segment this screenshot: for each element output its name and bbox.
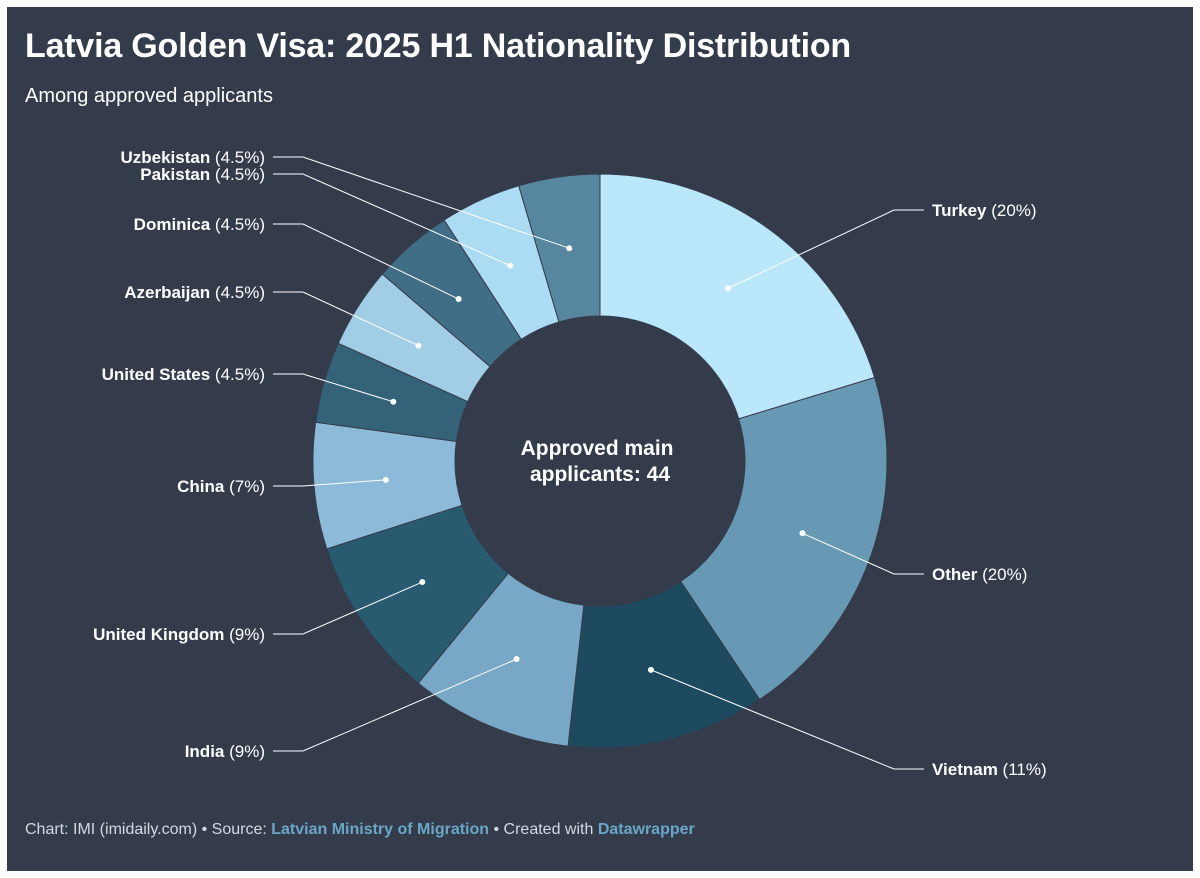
chart-container: Latvia Golden Visa: 2025 H1 Nationality … — [7, 7, 1193, 871]
slice-label-name: Turkey — [932, 201, 987, 220]
slice-label-name: India — [185, 742, 225, 761]
chart-subtitle: Among approved applicants — [25, 85, 273, 107]
footer-created: • Created with — [489, 821, 598, 838]
center-label-line-1: Approved main — [521, 437, 674, 460]
leader-line-vietnam — [650, 669, 924, 770]
slice-label-percent: (4.5%) — [210, 283, 265, 302]
leader-dot-china — [382, 476, 389, 483]
slice-label-name: Vietnam — [932, 760, 998, 779]
chart-title: Latvia Golden Visa: 2025 H1 Nationality … — [25, 27, 851, 65]
center-label: Approved main applicants: 44 — [521, 437, 680, 486]
slice-label-percent: (7%) — [224, 477, 265, 496]
slice-label-percent: (9%) — [224, 742, 265, 761]
slice-label-percent: (20%) — [977, 565, 1027, 584]
leader-line-united-kingdom — [273, 581, 423, 635]
slice-label-united-kingdom: United Kingdom (9%) — [93, 625, 265, 644]
slice-label-percent: (9%) — [224, 625, 265, 644]
leader-dot-pakistan — [507, 262, 514, 269]
slice-label-percent: (4.5%) — [210, 148, 265, 167]
slice-label-other: Other (20%) — [932, 565, 1027, 584]
leader-dot-turkey — [725, 285, 732, 292]
leader-dot-other — [799, 530, 806, 537]
leader-line-india — [273, 658, 517, 752]
slice-label-percent: (4.5%) — [210, 165, 265, 184]
leader-dot-united-states — [390, 398, 397, 405]
leader-line-dominica — [273, 223, 459, 300]
slice-label-name: Other — [932, 565, 978, 584]
leader-line-united-states — [273, 373, 394, 403]
slice-label-name: United Kingdom — [93, 625, 224, 644]
slice-label-china: China (7%) — [177, 477, 265, 496]
leader-dot-united-kingdom — [419, 579, 426, 586]
chart-footer: Chart: IMI (imidaily.com) • Source: Latv… — [25, 821, 695, 839]
slice-label-united-states: United States (4.5%) — [102, 365, 265, 384]
leader-line-turkey — [727, 209, 924, 289]
leader-dot-azerbaijan — [415, 342, 422, 349]
slice-label-percent: (20%) — [987, 201, 1037, 220]
slice-label-turkey: Turkey (20%) — [932, 201, 1037, 220]
slice-label-dominica: Dominica (4.5%) — [134, 215, 265, 234]
leader-dot-dominica — [455, 296, 462, 303]
leader-line-pakistan — [273, 173, 511, 267]
slice-label-percent: (4.5%) — [210, 365, 265, 384]
slice-label-name: Pakistan — [140, 165, 210, 184]
slice-label-india: India (9%) — [185, 742, 265, 761]
donut-slices — [312, 173, 888, 749]
slice-label-percent: (11%) — [998, 760, 1047, 779]
center-label-line-2: applicants: 44 — [530, 463, 670, 486]
leader-line-uzbekistan — [273, 156, 570, 249]
slice-label-uzbekistan: Uzbekistan (4.5%) — [120, 148, 265, 167]
leader-dot-vietnam — [647, 666, 654, 673]
slice-label-azerbaijan: Azerbaijan (4.5%) — [124, 283, 265, 302]
slice-label-name: United States — [102, 365, 211, 384]
slice-label-name: Azerbaijan — [124, 283, 210, 302]
leader-lines — [273, 156, 924, 770]
slice-label-name: China — [177, 477, 225, 496]
slice-label-vietnam: Vietnam (11%) — [932, 760, 1047, 779]
donut-chart: Turkey (20%)Other (20%)Vietnam (11%)Indi… — [93, 148, 1047, 779]
slice-label-name: Dominica — [134, 215, 211, 234]
leader-line-china — [273, 479, 386, 487]
source-link[interactable]: Latvian Ministry of Migration — [271, 821, 490, 838]
leader-line-other — [802, 532, 924, 575]
leader-line-azerbaijan — [273, 291, 419, 347]
slice-other[interactable] — [679, 376, 888, 701]
slice-labels: Turkey (20%)Other (20%)Vietnam (11%)Indi… — [93, 148, 1047, 779]
footer-credit: Chart: IMI (imidaily.com) • Source: — [25, 821, 272, 838]
slice-uzbekistan[interactable] — [518, 173, 601, 323]
slice-label-name: Uzbekistan — [120, 148, 210, 167]
slice-turkey[interactable] — [599, 173, 876, 420]
slice-label-percent: (4.5%) — [210, 215, 265, 234]
leader-dot-uzbekistan — [566, 245, 573, 252]
datawrapper-link[interactable]: Datawrapper — [597, 821, 695, 838]
leader-dot-india — [513, 656, 520, 663]
slice-label-pakistan: Pakistan (4.5%) — [140, 165, 265, 184]
